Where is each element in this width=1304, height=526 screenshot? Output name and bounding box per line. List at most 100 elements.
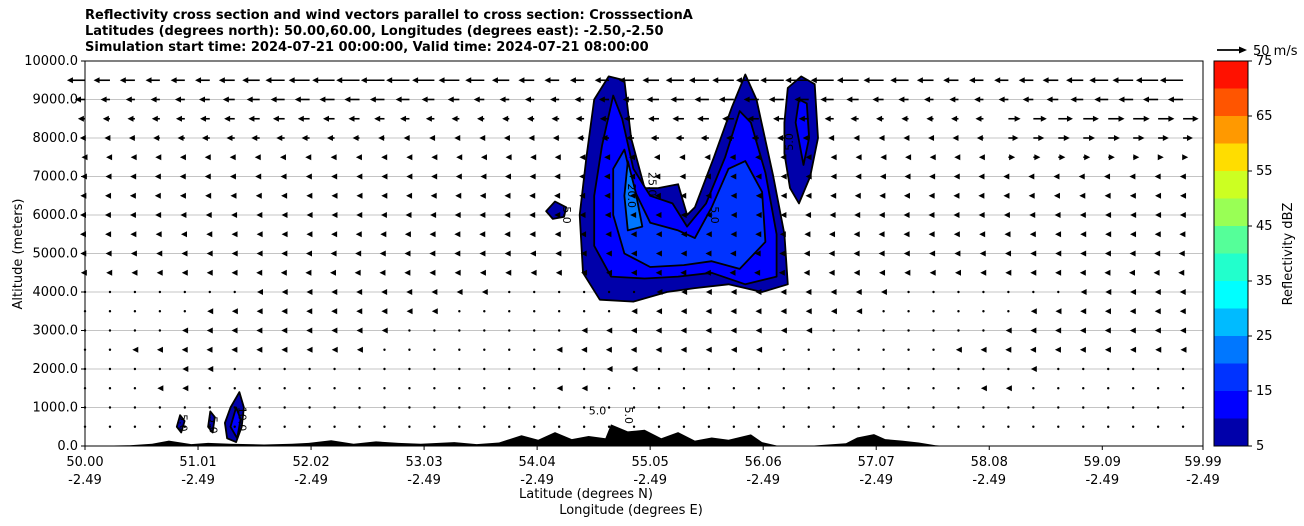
wind-arrow <box>1083 135 1096 141</box>
wind-arrow <box>832 425 835 428</box>
wind-arrow <box>182 366 189 372</box>
wind-arrow <box>980 269 987 276</box>
wind-arrow <box>1158 115 1175 122</box>
wind-arrow <box>356 346 363 353</box>
wind-arrow <box>655 327 662 334</box>
wind-arrow <box>105 173 112 180</box>
wind-arrow <box>1080 250 1087 257</box>
wind-arrow <box>1159 77 1184 84</box>
wind-arrow <box>356 173 363 180</box>
wind-arrow <box>183 290 187 294</box>
wind-arrow <box>957 406 960 409</box>
wind-arrow <box>1154 231 1161 238</box>
wind-arrow <box>794 96 809 103</box>
wind-arrow <box>231 346 238 353</box>
wind-arrow <box>404 269 411 276</box>
wind-arrow <box>853 231 860 238</box>
wind-arrow <box>705 346 712 353</box>
wind-arrow <box>581 327 588 334</box>
wind-arrow <box>518 77 535 84</box>
wind-arrow <box>483 406 486 409</box>
wind-arrow <box>655 346 662 353</box>
wind-arrow <box>1007 425 1010 428</box>
wind-arrow <box>1080 231 1087 238</box>
wind-arrow <box>957 329 960 332</box>
wind-arrow <box>1080 289 1087 295</box>
quiver-key: 50 m/s <box>1217 44 1298 59</box>
wind-arrow <box>429 231 436 238</box>
wind-arrow <box>1154 327 1161 334</box>
wind-arrow <box>331 212 338 218</box>
wind-arrow <box>425 115 435 122</box>
colorbar-segment <box>1214 281 1248 309</box>
wind-arrow <box>483 329 486 332</box>
wind-arrow <box>1083 115 1099 122</box>
wind-arrow <box>952 135 959 141</box>
wind-arrow <box>458 406 461 409</box>
wind-arrow <box>1005 250 1012 257</box>
wind-arrow <box>154 173 161 180</box>
wind-arrow <box>455 192 462 199</box>
wind-arrow <box>1003 192 1010 199</box>
wind-arrow <box>581 385 588 392</box>
reflectivity-contour-10 <box>229 406 242 440</box>
wind-arrow <box>857 406 860 409</box>
wind-arrow <box>354 269 361 276</box>
wind-arrow <box>433 406 436 409</box>
colorbar-segment <box>1214 253 1248 281</box>
wind-arrow <box>650 135 659 141</box>
wind-arrow <box>1129 192 1136 199</box>
wind-arrow <box>360 77 385 84</box>
wind-arrow <box>479 231 486 238</box>
wind-arrow <box>729 269 736 276</box>
wind-arrow <box>730 192 737 199</box>
wind-arrow <box>1055 250 1062 257</box>
wind-arrow <box>605 231 612 238</box>
wind-arrow <box>832 406 835 409</box>
wind-arrow <box>1129 250 1136 257</box>
wind-arrow <box>782 406 785 409</box>
wind-arrow <box>1057 387 1060 390</box>
wind-arrow <box>1079 212 1086 218</box>
wind-arrow <box>1156 425 1160 428</box>
wind-arrow <box>688 77 709 84</box>
wind-arrow <box>77 115 85 122</box>
wind-arrow <box>554 173 561 180</box>
wind-arrow <box>1154 308 1161 315</box>
wind-arrow <box>258 425 261 428</box>
wind-arrow <box>208 406 211 409</box>
wind-arrow <box>957 367 960 371</box>
contour-label: 5.0 <box>622 406 635 424</box>
wind-arrow <box>456 289 463 295</box>
wind-arrow <box>529 173 536 180</box>
wind-arrow <box>331 327 338 334</box>
wind-arrow <box>331 289 338 295</box>
wind-arrow <box>355 154 362 161</box>
wind-arrow <box>882 310 885 313</box>
wind-arrow <box>904 173 911 180</box>
wind-arrow <box>907 310 910 313</box>
wind-arrow <box>454 212 461 218</box>
x-tick-label-lat: 59.99 <box>1184 455 1221 470</box>
wind-arrow <box>429 135 436 141</box>
wind-arrow <box>779 231 786 238</box>
wind-arrow <box>533 290 536 294</box>
wind-arrow <box>778 269 785 276</box>
wind-arrow <box>1131 406 1135 409</box>
wind-arrow <box>680 346 687 353</box>
wind-arrow <box>1131 387 1135 390</box>
wind-arrow <box>130 250 137 257</box>
wind-arrow <box>680 192 687 199</box>
wind-arrow <box>530 269 537 276</box>
wind-arrow <box>331 308 338 315</box>
wind-arrow <box>386 77 410 84</box>
wind-arrow <box>830 308 837 315</box>
wind-arrow <box>406 308 413 315</box>
y-tick-label: 10000.0 <box>24 54 78 69</box>
wind-arrow <box>554 154 561 161</box>
wind-arrow <box>433 329 436 332</box>
wind-arrow <box>1055 308 1062 315</box>
wind-arrow <box>954 250 961 257</box>
wind-arrow <box>630 269 637 276</box>
wind-arrow <box>1022 96 1034 103</box>
